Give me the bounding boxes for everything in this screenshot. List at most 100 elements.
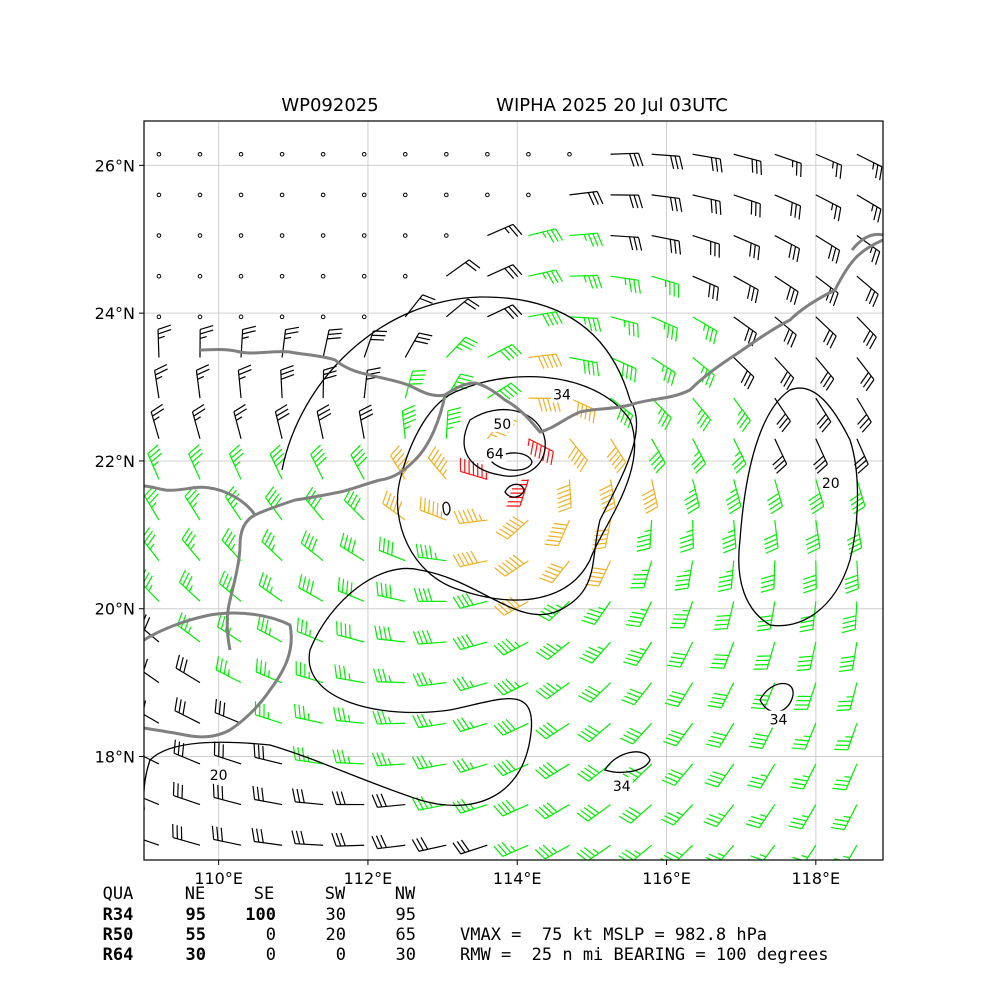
wind-barb — [144, 569, 160, 602]
wind-barb — [332, 749, 365, 765]
wind-barb — [374, 625, 406, 643]
contour-label: 34 — [553, 387, 571, 403]
contour-label: 50 — [493, 417, 511, 433]
wind-barb — [815, 194, 842, 222]
coastline — [144, 232, 883, 739]
wind-barb — [666, 641, 694, 668]
calm-marker — [526, 192, 531, 198]
calm-marker — [197, 233, 203, 238]
wind-barb — [452, 676, 488, 692]
wind-barb — [834, 723, 858, 751]
wind-barb — [539, 560, 570, 584]
table-row-r64-se: 0 — [266, 945, 276, 965]
wind-barb — [747, 763, 776, 789]
wind-barb — [651, 275, 680, 298]
table-row-r34-se: 100 — [245, 905, 276, 925]
wind-barb — [195, 364, 210, 399]
wind-barb — [705, 722, 735, 748]
wind-barb — [815, 397, 832, 433]
wind-barb — [331, 832, 365, 847]
table-row-r64-ne: 30 — [186, 945, 206, 965]
x-tick-label: 110°E — [194, 869, 243, 888]
wind-barb — [452, 550, 488, 568]
wind-barb — [610, 316, 639, 338]
wind-barb — [337, 577, 365, 602]
wind-barb — [710, 641, 735, 669]
calm-marker — [156, 192, 162, 198]
calm-marker — [444, 151, 449, 157]
table-row-r50-label: R50 — [103, 925, 134, 945]
wind-barb — [713, 601, 735, 631]
coastline-leizhou — [144, 484, 257, 516]
contour-label-bg — [551, 385, 574, 403]
wind-barb — [664, 682, 694, 708]
wind-barb — [453, 508, 488, 525]
wind-barb — [569, 397, 596, 424]
wind-barb — [577, 722, 611, 743]
y-tick-label: 22°N — [95, 452, 135, 471]
wind-barb — [692, 397, 712, 432]
wind-barb — [569, 274, 603, 289]
wind-barb — [731, 438, 747, 474]
wind-barb — [703, 804, 735, 828]
wind-barb — [725, 479, 742, 515]
wind-barb — [322, 328, 343, 358]
table-row-r64-label: R64 — [103, 945, 134, 965]
wind-barb — [339, 532, 365, 562]
wind-barb — [705, 844, 735, 860]
wind-barb — [371, 752, 406, 767]
wind-barb — [212, 783, 242, 806]
table-header-nw: NW — [395, 884, 416, 904]
wind-barb — [371, 834, 406, 850]
wind-barb — [692, 153, 723, 173]
calm-marker — [402, 192, 408, 198]
wind-barb — [610, 356, 637, 383]
wind-barb — [733, 275, 759, 304]
wind-barb — [331, 791, 365, 806]
wind-barb — [413, 588, 447, 602]
wind-barb — [181, 527, 201, 562]
wind-barb — [221, 528, 242, 562]
wind-barb — [651, 397, 672, 431]
wind-barb — [199, 324, 214, 358]
wind-barb — [792, 844, 817, 860]
wind-barb — [233, 404, 247, 439]
wind-barb — [663, 722, 694, 747]
wind-barb — [291, 830, 324, 846]
contour-label-bg — [491, 414, 514, 432]
wind-barb — [856, 235, 881, 265]
wind-barb — [815, 357, 835, 391]
wind-barb — [641, 479, 659, 514]
wind-barb — [717, 560, 735, 593]
wind-barb — [651, 316, 678, 342]
wind-barb — [796, 641, 817, 672]
calm-marker — [485, 151, 490, 157]
calm-marker — [156, 273, 162, 279]
wind-barb — [175, 654, 201, 684]
wind-barb — [576, 804, 611, 822]
calm-marker — [279, 273, 285, 279]
wind-barb — [147, 444, 163, 480]
wind-barb — [445, 298, 480, 318]
wind-barb — [390, 444, 410, 480]
wind-barb — [536, 641, 570, 661]
wind-barb — [674, 560, 694, 591]
wind-barb — [188, 444, 203, 480]
contour-small-1 — [504, 483, 525, 498]
wind-barb — [707, 682, 735, 709]
summary-rmw-bearing: RMW = 25 n mi BEARING = 100 degrees — [460, 945, 828, 965]
wind-barb — [411, 755, 447, 770]
wind-barb — [569, 356, 600, 377]
wind-barb — [274, 404, 290, 439]
wind-barb — [445, 406, 462, 439]
wind-barb — [358, 404, 374, 439]
wind-barb — [371, 793, 406, 808]
x-tick-label: 112°E — [344, 869, 393, 888]
calm-marker — [361, 273, 367, 279]
contour-label-bg — [819, 474, 842, 492]
wind-barb — [805, 519, 821, 555]
calm-marker — [567, 151, 572, 157]
wind-barb — [745, 804, 776, 829]
calm-marker — [320, 233, 326, 238]
wind-barb — [412, 630, 447, 645]
